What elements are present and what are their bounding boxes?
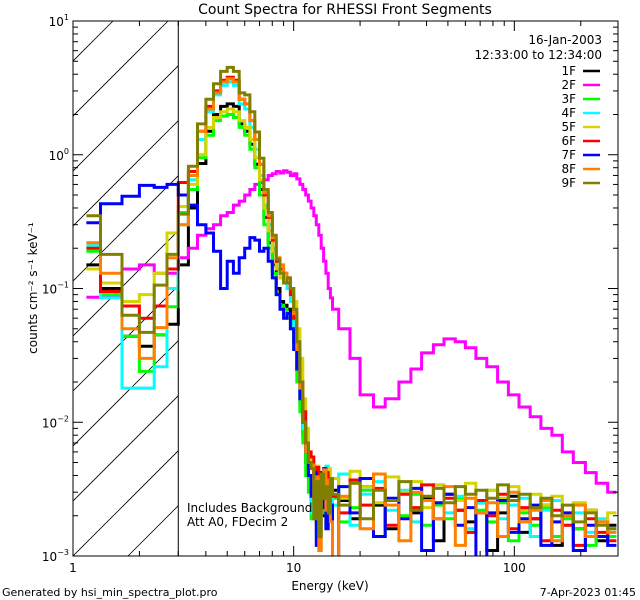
axes: 1 10 100 10−3 10−2 10−1 100 101 (42, 13, 618, 575)
legend-label-9F: 9F (561, 176, 576, 190)
legend-label-4F: 4F (561, 106, 576, 120)
hatch-line (403, 21, 640, 556)
annotation-attenuator: Att A0, FDecim 2 (187, 515, 288, 529)
y-tick-label: 10−1 (42, 281, 69, 297)
footer-date: 7-Apr-2023 01:45 (540, 586, 636, 599)
series-2F (86, 169, 617, 494)
x-tick-label: 1 (69, 561, 77, 575)
hatch-line (293, 21, 640, 556)
x-tick-label: 100 (503, 561, 526, 575)
legend-label-7F: 7F (561, 148, 576, 162)
y-tick-label: 100 (49, 147, 69, 163)
legend-label-2F: 2F (561, 78, 576, 92)
y-tick-label: 101 (49, 13, 69, 29)
legend-label-8F: 8F (561, 162, 576, 176)
legend-label-3F: 3F (561, 92, 576, 106)
annotation-background: Includes Background (187, 501, 312, 515)
x-tick-label: 10 (286, 561, 301, 575)
chart-title: Count Spectra for RHESSI Front Segments (198, 2, 492, 18)
hatch-line (73, 65, 178, 172)
hatch-line (73, 21, 169, 117)
legend-time-range: 12:33:00 to 12:34:00 (475, 48, 602, 62)
series-group (86, 65, 617, 556)
hatch-line (568, 21, 640, 556)
footer-generated: Generated by hsi_min_spectra_plot.pro (2, 586, 218, 599)
hatch-line (73, 450, 178, 556)
x-axis-label: Energy (keV) (291, 579, 368, 593)
hatch-line (0, 21, 3, 556)
legend-date: 16-Jan-2003 (528, 33, 602, 47)
legend-label-1F: 1F (561, 64, 576, 78)
hatch-line (513, 21, 640, 556)
legend-label-5F: 5F (561, 120, 576, 134)
y-tick-label: 10−2 (42, 414, 69, 430)
hatch-line (623, 21, 640, 556)
y-tick-label: 10−3 (42, 548, 69, 564)
legend-label-6F: 6F (561, 134, 576, 148)
hatch-line (73, 395, 178, 502)
y-axis-label: counts cm⁻² s⁻¹ keV⁻¹ (26, 222, 40, 354)
hatch-line (238, 21, 640, 556)
series-9F (86, 65, 617, 538)
